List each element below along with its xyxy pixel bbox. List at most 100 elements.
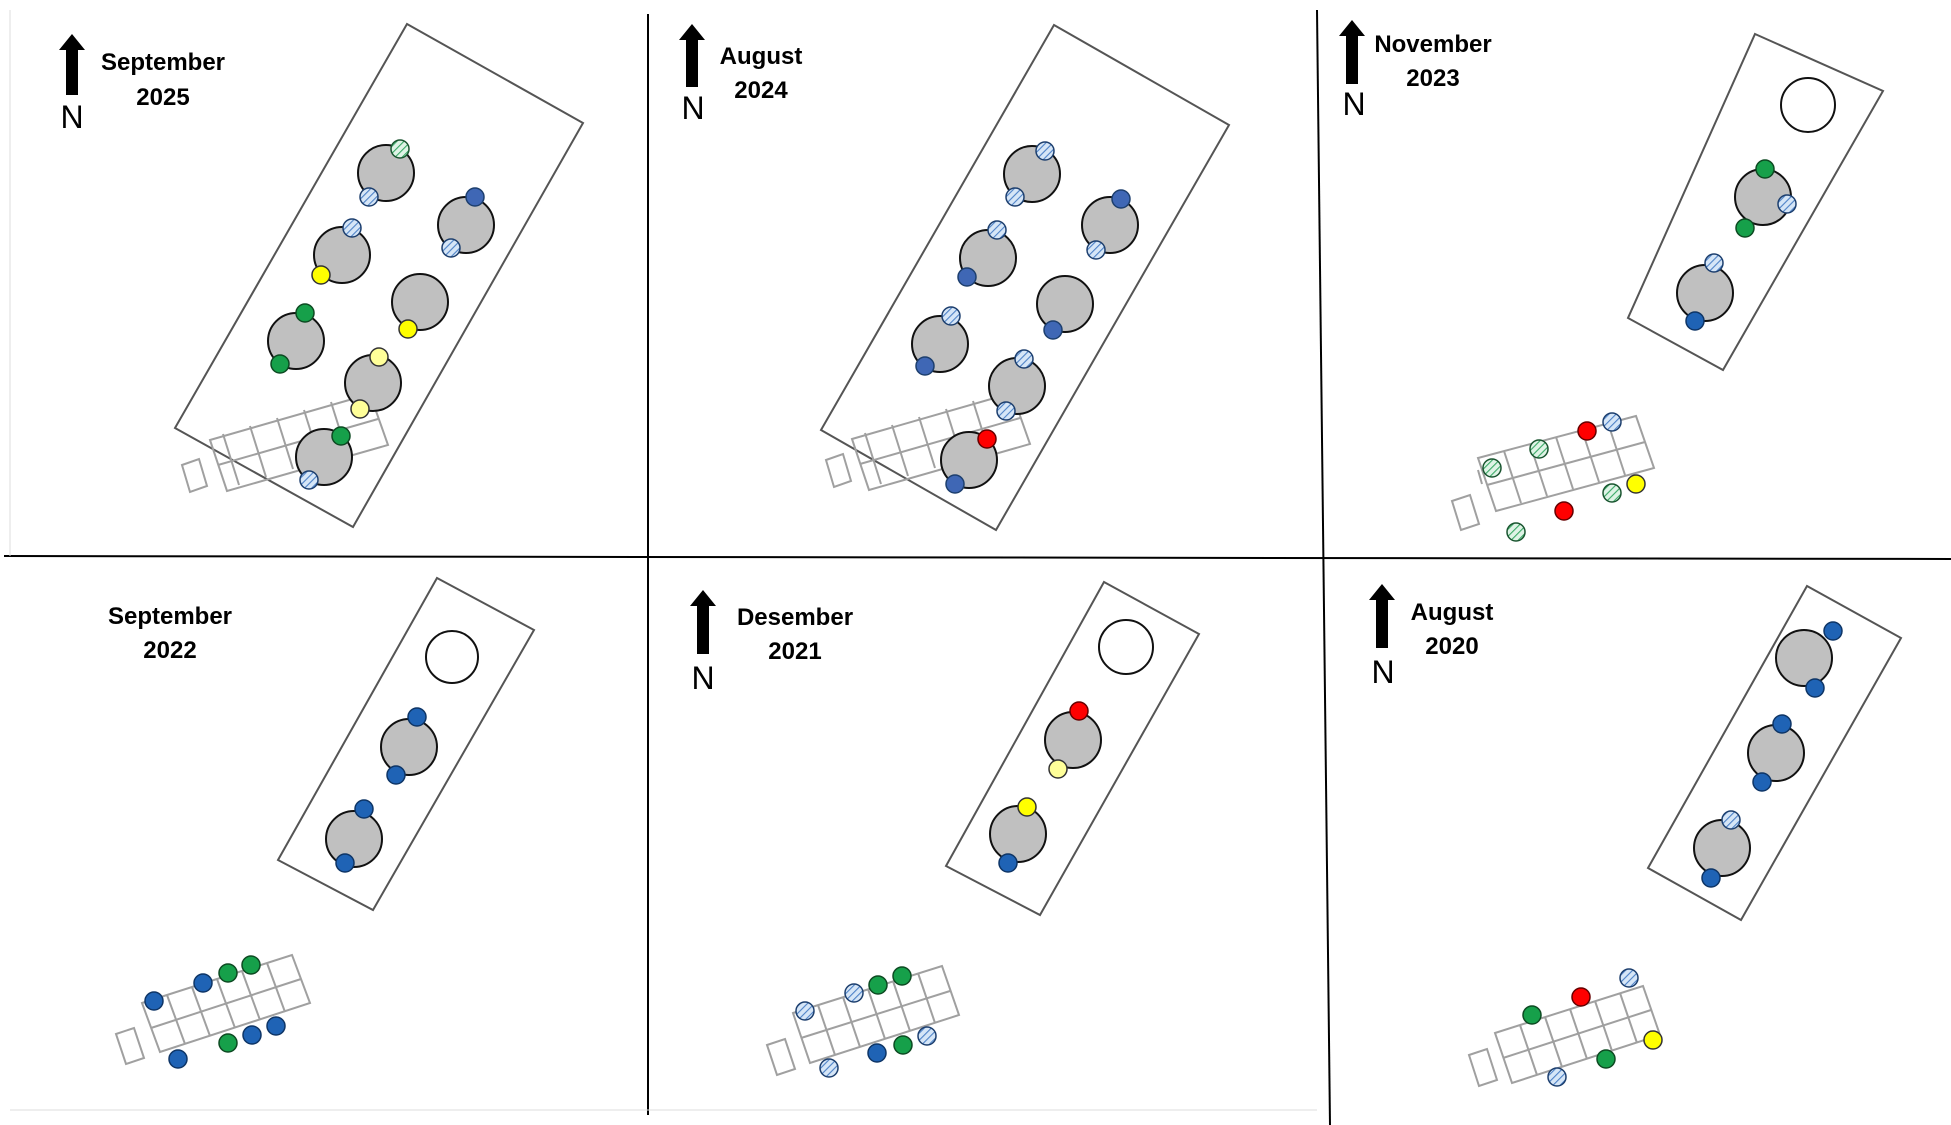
panel-month: November <box>1374 31 1491 58</box>
tank <box>1747 724 1805 782</box>
marker-blue-hatched <box>917 1026 937 1046</box>
marker-blue <box>168 1049 188 1069</box>
marker-red <box>1577 421 1597 441</box>
marker-green <box>893 1035 913 1055</box>
building <box>824 391 1032 492</box>
marker-blue-hatched <box>795 1001 815 1021</box>
marker-blue-hatched <box>299 470 319 490</box>
enclosure <box>276 576 536 912</box>
marker-blue <box>144 991 164 1011</box>
panel-nov-2023: N November 2023 <box>1339 20 1885 542</box>
marker-blue-hatched <box>1005 187 1025 207</box>
building <box>765 964 961 1077</box>
marker-green <box>892 966 912 986</box>
north-label: N <box>60 99 83 135</box>
marker-blue <box>1111 189 1131 209</box>
tank <box>1044 711 1102 769</box>
marker-blue <box>1701 868 1721 888</box>
building <box>1450 414 1656 532</box>
building <box>114 953 312 1066</box>
panel-month: September <box>101 49 225 76</box>
marker-blue <box>266 1016 286 1036</box>
marker-green-hatched <box>1529 439 1549 459</box>
tank <box>1081 196 1139 254</box>
north-arrow: N <box>1369 584 1395 690</box>
enclosure <box>173 22 585 529</box>
marker-blue-hatched <box>1547 1067 1567 1087</box>
marker-yellow-pale <box>350 399 370 419</box>
marker-green-hatched <box>1602 483 1622 503</box>
marker-red <box>1571 987 1591 1007</box>
tank <box>989 805 1047 863</box>
marker-blue-hatched <box>1086 240 1106 260</box>
marker-red <box>1554 501 1574 521</box>
marker-blue <box>1685 311 1705 331</box>
marker-green <box>295 303 315 323</box>
marker-green-hatched <box>390 139 410 159</box>
marker-blue-hatched <box>1777 194 1797 214</box>
enclosure <box>944 580 1201 917</box>
panel-sep-2022: September 2022 <box>108 576 536 1069</box>
marker-green <box>1735 218 1755 238</box>
marker-blue <box>1805 678 1825 698</box>
pool <box>1098 619 1154 675</box>
marker-green <box>218 963 238 983</box>
north-label: N <box>691 660 714 696</box>
marker-blue-hatched <box>441 238 461 258</box>
north-arrow-icon <box>679 24 705 87</box>
marker-blue <box>335 853 355 873</box>
marker-blue-hatched <box>359 187 379 207</box>
panel-sep-2025: N September 2025 <box>59 22 585 529</box>
north-arrow-icon <box>59 34 85 95</box>
marker-green <box>241 955 261 975</box>
marker-blue <box>1752 772 1772 792</box>
panel-month: August <box>1411 599 1494 626</box>
marker-green-hatched <box>1482 458 1502 478</box>
marker-blue <box>386 765 406 785</box>
marker-green <box>270 354 290 374</box>
marker-yellow-pale <box>369 347 389 367</box>
tank <box>357 144 415 202</box>
horizontal-divider <box>3 555 1951 560</box>
marker-blue-hatched <box>1014 349 1034 369</box>
north-arrow: N <box>679 24 705 126</box>
marker-green <box>868 975 888 995</box>
marker-blue <box>1823 621 1843 641</box>
panel-aug-2020: N August 2020 <box>1369 584 1903 1088</box>
marker-red <box>1069 701 1089 721</box>
marker-blue <box>193 973 213 993</box>
tank <box>1036 275 1094 333</box>
panel-year: 2022 <box>143 637 196 664</box>
north-arrow: N <box>690 590 716 696</box>
tank <box>988 357 1046 415</box>
tank <box>1693 819 1751 877</box>
marker-yellow <box>398 319 418 339</box>
marker-blue-hatched <box>1721 810 1741 830</box>
marker-yellow <box>311 265 331 285</box>
marker-blue <box>867 1043 887 1063</box>
tank <box>391 273 449 331</box>
marker-blue <box>354 799 374 819</box>
panel-month: Desember <box>737 604 853 631</box>
panel-month: August <box>720 43 803 70</box>
marker-blue <box>407 707 427 727</box>
panel-aug-2024: N August 2024 <box>679 23 1231 532</box>
enclosure <box>1646 584 1903 922</box>
north-arrow: N <box>1339 20 1366 122</box>
pool <box>1780 77 1836 133</box>
marker-yellow-pale <box>1048 759 1068 779</box>
marker-blue-hatched <box>342 218 362 238</box>
north-label: N <box>1371 654 1394 690</box>
marker-blue <box>1043 320 1063 340</box>
marker-green <box>1522 1005 1542 1025</box>
marker-green <box>218 1033 238 1053</box>
marker-green <box>1755 159 1775 179</box>
north-arrow: N <box>59 34 85 135</box>
marker-yellow <box>1643 1030 1663 1050</box>
marker-red <box>977 429 997 449</box>
tank <box>1775 629 1833 687</box>
marker-blue-hatched <box>996 401 1016 421</box>
north-arrow-icon <box>690 590 716 654</box>
north-arrow-icon <box>1339 20 1365 84</box>
vertical-divider-right <box>1316 9 1331 1125</box>
